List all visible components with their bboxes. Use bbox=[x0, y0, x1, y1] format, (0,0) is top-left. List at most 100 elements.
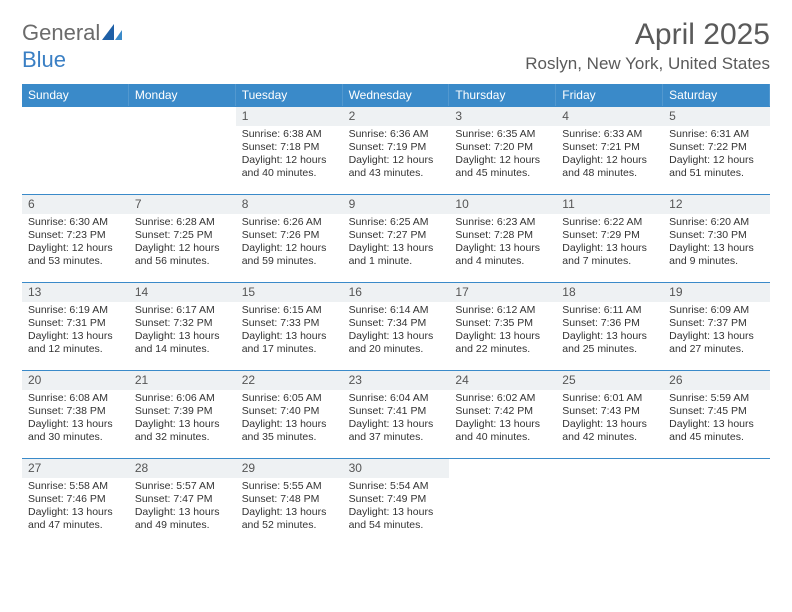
empty-cell bbox=[449, 458, 556, 546]
sunrise-line: Sunrise: 5:57 AM bbox=[135, 480, 230, 493]
day-cell: 30Sunrise: 5:54 AMSunset: 7:49 PMDayligh… bbox=[343, 458, 450, 546]
dow-header: Wednesday bbox=[343, 84, 450, 106]
day-cell: 22Sunrise: 6:05 AMSunset: 7:40 PMDayligh… bbox=[236, 370, 343, 458]
day-cell: 2Sunrise: 6:36 AMSunset: 7:19 PMDaylight… bbox=[343, 106, 450, 194]
sunset-line: Sunset: 7:36 PM bbox=[562, 317, 657, 330]
sunrise-line: Sunrise: 5:55 AM bbox=[242, 480, 337, 493]
sunrise-line: Sunrise: 6:08 AM bbox=[28, 392, 123, 405]
day-cell: 4Sunrise: 6:33 AMSunset: 7:21 PMDaylight… bbox=[556, 106, 663, 194]
daylight-line: Daylight: 12 hours and 56 minutes. bbox=[135, 242, 230, 268]
logo-sail-icon bbox=[102, 24, 122, 45]
day-cell: 17Sunrise: 6:12 AMSunset: 7:35 PMDayligh… bbox=[449, 282, 556, 370]
sunset-line: Sunset: 7:20 PM bbox=[455, 141, 550, 154]
sunrise-line: Sunrise: 5:54 AM bbox=[349, 480, 444, 493]
sunset-line: Sunset: 7:33 PM bbox=[242, 317, 337, 330]
daylight-line: Daylight: 13 hours and 35 minutes. bbox=[242, 418, 337, 444]
daylight-line: Daylight: 12 hours and 53 minutes. bbox=[28, 242, 123, 268]
day-number: 2 bbox=[343, 107, 450, 126]
day-info: Sunrise: 6:06 AMSunset: 7:39 PMDaylight:… bbox=[129, 390, 236, 451]
sunrise-line: Sunrise: 5:58 AM bbox=[28, 480, 123, 493]
day-cell: 12Sunrise: 6:20 AMSunset: 7:30 PMDayligh… bbox=[663, 194, 770, 282]
sunset-line: Sunset: 7:18 PM bbox=[242, 141, 337, 154]
sunrise-line: Sunrise: 6:25 AM bbox=[349, 216, 444, 229]
day-number: 12 bbox=[663, 195, 770, 214]
day-number: 16 bbox=[343, 283, 450, 302]
day-number: 9 bbox=[343, 195, 450, 214]
day-info: Sunrise: 5:59 AMSunset: 7:45 PMDaylight:… bbox=[663, 390, 770, 451]
day-info: Sunrise: 6:26 AMSunset: 7:26 PMDaylight:… bbox=[236, 214, 343, 275]
dow-header: Thursday bbox=[449, 84, 556, 106]
daylight-line: Daylight: 12 hours and 48 minutes. bbox=[562, 154, 657, 180]
daylight-line: Daylight: 13 hours and 7 minutes. bbox=[562, 242, 657, 268]
day-cell: 10Sunrise: 6:23 AMSunset: 7:28 PMDayligh… bbox=[449, 194, 556, 282]
day-info: Sunrise: 6:23 AMSunset: 7:28 PMDaylight:… bbox=[449, 214, 556, 275]
daylight-line: Daylight: 13 hours and 47 minutes. bbox=[28, 506, 123, 532]
sunrise-line: Sunrise: 6:30 AM bbox=[28, 216, 123, 229]
daylight-line: Daylight: 13 hours and 49 minutes. bbox=[135, 506, 230, 532]
sunset-line: Sunset: 7:41 PM bbox=[349, 405, 444, 418]
day-info: Sunrise: 6:09 AMSunset: 7:37 PMDaylight:… bbox=[663, 302, 770, 363]
day-number: 4 bbox=[556, 107, 663, 126]
day-number: 23 bbox=[343, 371, 450, 390]
sunset-line: Sunset: 7:45 PM bbox=[669, 405, 764, 418]
daylight-line: Daylight: 12 hours and 45 minutes. bbox=[455, 154, 550, 180]
sunset-line: Sunset: 7:48 PM bbox=[242, 493, 337, 506]
logo-word-general: General bbox=[22, 20, 100, 45]
daylight-line: Daylight: 13 hours and 25 minutes. bbox=[562, 330, 657, 356]
calendar-page: General Blue April 2025 Roslyn, New York… bbox=[0, 0, 792, 546]
sunrise-line: Sunrise: 6:12 AM bbox=[455, 304, 550, 317]
daylight-line: Daylight: 13 hours and 32 minutes. bbox=[135, 418, 230, 444]
day-cell: 20Sunrise: 6:08 AMSunset: 7:38 PMDayligh… bbox=[22, 370, 129, 458]
daylight-line: Daylight: 13 hours and 17 minutes. bbox=[242, 330, 337, 356]
sunrise-line: Sunrise: 6:11 AM bbox=[562, 304, 657, 317]
sunset-line: Sunset: 7:32 PM bbox=[135, 317, 230, 330]
title-block: April 2025 Roslyn, New York, United Stat… bbox=[525, 18, 770, 74]
day-number: 15 bbox=[236, 283, 343, 302]
daylight-line: Daylight: 13 hours and 37 minutes. bbox=[349, 418, 444, 444]
day-number: 20 bbox=[22, 371, 129, 390]
sunset-line: Sunset: 7:37 PM bbox=[669, 317, 764, 330]
sunrise-line: Sunrise: 6:35 AM bbox=[455, 128, 550, 141]
day-number: 7 bbox=[129, 195, 236, 214]
sunset-line: Sunset: 7:34 PM bbox=[349, 317, 444, 330]
brand-logo: General Blue bbox=[22, 22, 122, 71]
day-cell: 6Sunrise: 6:30 AMSunset: 7:23 PMDaylight… bbox=[22, 194, 129, 282]
day-cell: 29Sunrise: 5:55 AMSunset: 7:48 PMDayligh… bbox=[236, 458, 343, 546]
day-info: Sunrise: 6:17 AMSunset: 7:32 PMDaylight:… bbox=[129, 302, 236, 363]
sunset-line: Sunset: 7:43 PM bbox=[562, 405, 657, 418]
day-info: Sunrise: 6:36 AMSunset: 7:19 PMDaylight:… bbox=[343, 126, 450, 187]
daylight-line: Daylight: 12 hours and 40 minutes. bbox=[242, 154, 337, 180]
dow-header: Sunday bbox=[22, 84, 129, 106]
logo-word-blue: Blue bbox=[22, 49, 122, 71]
daylight-line: Daylight: 12 hours and 43 minutes. bbox=[349, 154, 444, 180]
sunrise-line: Sunrise: 6:28 AM bbox=[135, 216, 230, 229]
daylight-line: Daylight: 13 hours and 1 minute. bbox=[349, 242, 444, 268]
sunrise-line: Sunrise: 6:38 AM bbox=[242, 128, 337, 141]
day-number: 5 bbox=[663, 107, 770, 126]
day-info: Sunrise: 6:12 AMSunset: 7:35 PMDaylight:… bbox=[449, 302, 556, 363]
sunset-line: Sunset: 7:39 PM bbox=[135, 405, 230, 418]
logo-text-block: General Blue bbox=[22, 22, 122, 71]
day-info: Sunrise: 6:05 AMSunset: 7:40 PMDaylight:… bbox=[236, 390, 343, 451]
sunset-line: Sunset: 7:25 PM bbox=[135, 229, 230, 242]
day-number: 3 bbox=[449, 107, 556, 126]
month-title: April 2025 bbox=[525, 18, 770, 52]
day-number: 22 bbox=[236, 371, 343, 390]
day-cell: 13Sunrise: 6:19 AMSunset: 7:31 PMDayligh… bbox=[22, 282, 129, 370]
day-cell: 8Sunrise: 6:26 AMSunset: 7:26 PMDaylight… bbox=[236, 194, 343, 282]
sunset-line: Sunset: 7:27 PM bbox=[349, 229, 444, 242]
day-cell: 26Sunrise: 5:59 AMSunset: 7:45 PMDayligh… bbox=[663, 370, 770, 458]
empty-cell bbox=[663, 458, 770, 546]
sunrise-line: Sunrise: 6:02 AM bbox=[455, 392, 550, 405]
sunrise-line: Sunrise: 6:04 AM bbox=[349, 392, 444, 405]
sunrise-line: Sunrise: 6:09 AM bbox=[669, 304, 764, 317]
sunset-line: Sunset: 7:28 PM bbox=[455, 229, 550, 242]
day-cell: 27Sunrise: 5:58 AMSunset: 7:46 PMDayligh… bbox=[22, 458, 129, 546]
day-cell: 19Sunrise: 6:09 AMSunset: 7:37 PMDayligh… bbox=[663, 282, 770, 370]
location-text: Roslyn, New York, United States bbox=[525, 54, 770, 74]
day-info: Sunrise: 6:31 AMSunset: 7:22 PMDaylight:… bbox=[663, 126, 770, 187]
day-number: 25 bbox=[556, 371, 663, 390]
day-info: Sunrise: 6:11 AMSunset: 7:36 PMDaylight:… bbox=[556, 302, 663, 363]
dow-header: Saturday bbox=[663, 84, 770, 106]
day-number: 28 bbox=[129, 459, 236, 478]
